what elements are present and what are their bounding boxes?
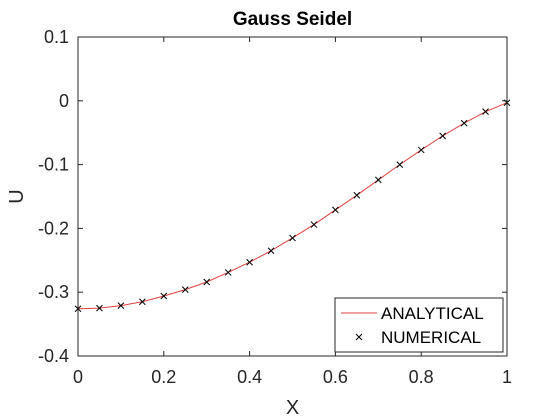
y-tick-label: -0.1 xyxy=(38,155,69,175)
legend-entry-analytical: ANALYTICAL xyxy=(381,304,484,323)
numerical-point-stroke xyxy=(246,258,253,266)
numerical-point-stroke xyxy=(160,292,168,300)
numerical-point-stroke xyxy=(332,206,339,214)
numerical-point-stroke xyxy=(374,176,382,184)
numerical-point-stroke xyxy=(482,108,489,115)
legend-box xyxy=(334,297,504,353)
numerical-point xyxy=(353,191,361,199)
ticks-layer: 0 0.2 0.4 0.6 0.8 1 -0.4 -0.3 -0.2 -0.1 0 0.1 xyxy=(38,27,512,387)
numerical-point-stroke xyxy=(289,234,296,242)
y-tick-label: -0.4 xyxy=(38,346,69,366)
numerical-point xyxy=(417,146,425,154)
plot-frame xyxy=(77,36,508,357)
y-tick-label: 0.1 xyxy=(44,27,69,47)
numerical-point xyxy=(289,234,296,242)
x-tick-label: 0.2 xyxy=(151,367,176,387)
x-tick-label: 0.8 xyxy=(409,367,434,387)
numerical-point-stroke xyxy=(96,304,103,312)
numerical-point xyxy=(246,258,253,266)
numerical-point-stroke xyxy=(417,146,425,154)
y-tick-label: 0 xyxy=(59,91,69,111)
x-tick-label: 0.6 xyxy=(323,367,348,387)
numerical-point xyxy=(267,247,275,255)
numerical-point xyxy=(224,269,232,276)
numerical-point xyxy=(203,278,211,286)
y-tick-label: -0.3 xyxy=(38,282,69,302)
numerical-point xyxy=(482,108,489,115)
legend-marker-stroke xyxy=(355,333,363,341)
numerical-point-stroke xyxy=(460,119,468,127)
numerical-point-stroke xyxy=(224,269,232,276)
x-axis-label: X xyxy=(286,397,299,419)
numerical-point xyxy=(332,206,339,214)
x-tick-label: 0.4 xyxy=(237,367,262,387)
numerical-point xyxy=(160,292,168,300)
numerical-point-stroke xyxy=(353,191,361,199)
chart-title: Gauss Seidel xyxy=(233,9,352,30)
numerical-point-stroke xyxy=(310,221,318,228)
legend: ANALYTICAL NUMERICAL xyxy=(334,297,504,353)
numerical-point xyxy=(96,304,103,312)
numerical-point-stroke xyxy=(138,298,146,306)
numerical-point xyxy=(138,298,146,306)
y-tick-label: -0.2 xyxy=(38,218,69,238)
numerical-point xyxy=(396,161,404,168)
series-layer xyxy=(74,99,511,313)
numerical-point xyxy=(460,119,468,127)
numerical-point-stroke xyxy=(439,132,447,140)
numerical-point xyxy=(117,302,125,309)
x-tick-label: 0 xyxy=(73,367,83,387)
y-axis-label: U xyxy=(6,189,28,203)
x-tick-label: 1 xyxy=(502,367,512,387)
numerical-point xyxy=(374,176,382,184)
legend-numerical-marker-sample xyxy=(355,333,363,341)
legend-entry-numerical: NUMERICAL xyxy=(381,328,481,347)
numerical-point-stroke xyxy=(181,286,189,294)
numerical-point xyxy=(181,286,189,294)
numerical-point-stroke xyxy=(203,278,211,286)
numerical-point xyxy=(439,132,447,140)
numerical-point-stroke xyxy=(267,247,275,255)
numerical-point xyxy=(310,221,318,228)
numerical-point-stroke xyxy=(396,161,404,168)
numerical-point-stroke xyxy=(117,302,125,309)
